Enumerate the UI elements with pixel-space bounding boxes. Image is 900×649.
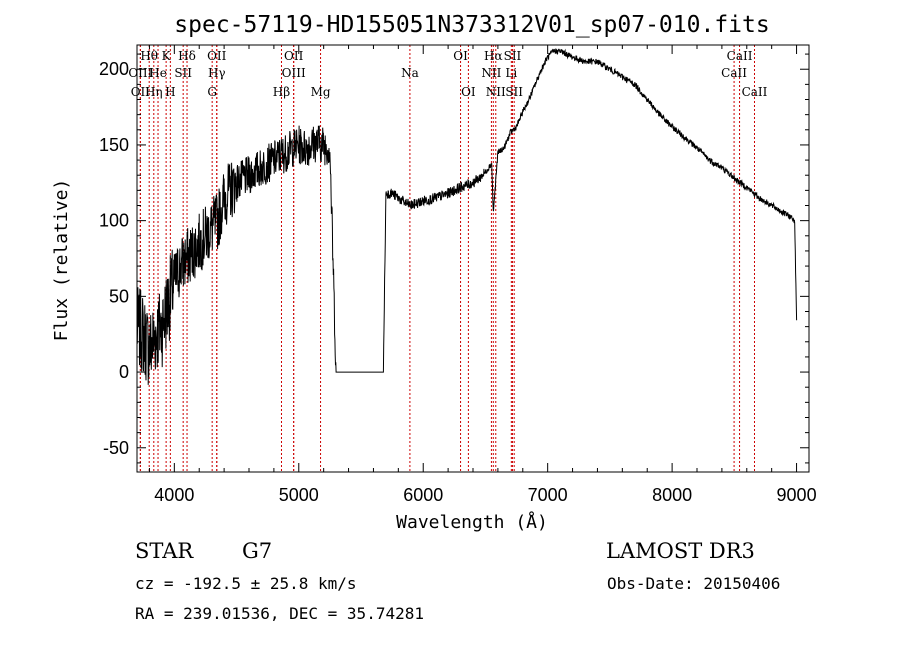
line-marker-label: OIII <box>128 66 152 80</box>
plot-frame <box>136 44 810 473</box>
line-marker-label: H <box>165 85 175 99</box>
line-marker-label: OI <box>461 85 476 99</box>
x-tick-label: 8000 <box>652 485 692 505</box>
object-class: STAR <box>135 539 194 563</box>
x-tick-label: 5000 <box>279 485 319 505</box>
y-tick-label: 100 <box>99 211 129 231</box>
y-tick-label: 150 <box>99 135 129 155</box>
line-marker-label: He <box>149 66 167 80</box>
line-marker-label: OIII <box>282 66 306 80</box>
line-marker-label: NII <box>486 85 506 99</box>
line-marker-label: Hγ <box>208 66 226 80</box>
y-tick-label: 0 <box>119 362 129 382</box>
line-marker-label: Hβ <box>273 85 290 99</box>
x-tick-label: 6000 <box>403 485 443 505</box>
line-marker-label: G <box>207 85 217 99</box>
line-marker-label: CaII <box>721 66 747 80</box>
y-tick-label: -50 <box>103 438 129 458</box>
chart-title: spec-57119-HD155051N373312V01_sp07-010.f… <box>174 12 769 38</box>
line-marker-label: Hα <box>484 49 503 63</box>
redshift-readout: cz = -192.5 ± 25.8 km/s <box>135 574 357 593</box>
x-axis-label: Wavelength (Å) <box>396 511 548 533</box>
line-marker-label: Hδ <box>178 49 196 63</box>
line-marker-label: Li <box>505 66 517 80</box>
line-marker-label: CaII <box>742 85 768 99</box>
line-marker-label: Hη <box>145 85 163 99</box>
line-marker-label: K <box>162 49 172 63</box>
line-marker-label: SII <box>504 49 522 63</box>
y-axis-ticks: -50 0 50 100 150 200 <box>99 53 809 464</box>
x-tick-label: 4000 <box>154 485 194 505</box>
x-tick-label: 9000 <box>777 485 817 505</box>
emission-line-markers <box>139 45 755 472</box>
survey-name: LAMOST DR3 <box>606 539 755 563</box>
spectrum-line <box>136 48 798 385</box>
line-marker-label: SII <box>505 85 523 99</box>
y-tick-label: 50 <box>109 286 129 306</box>
y-axis-label: Flux (relative) <box>51 179 72 342</box>
observation-date: Obs-Date: 20150406 <box>607 574 781 593</box>
line-marker-label: Hθ <box>140 49 158 63</box>
y-tick-label: 200 <box>99 59 129 79</box>
spectral-subclass: G7 <box>242 539 273 563</box>
coordinates-readout: RA = 239.01536, DEC = 35.74281 <box>135 604 424 623</box>
line-marker-label: NII <box>481 66 501 80</box>
line-marker-label: Mg <box>311 85 331 99</box>
line-marker-label: OII <box>207 49 227 63</box>
line-marker-label: CaII <box>727 49 753 63</box>
x-tick-label: 7000 <box>528 485 568 505</box>
line-marker-label: SII <box>174 66 192 80</box>
line-marker-label: OII <box>131 85 151 99</box>
line-marker-label: OI <box>453 49 468 63</box>
line-marker-label: Na <box>401 66 419 80</box>
line-marker-label: OII <box>284 49 304 63</box>
x-axis-ticks: 4000 5000 6000 7000 8000 9000 <box>148 45 817 505</box>
